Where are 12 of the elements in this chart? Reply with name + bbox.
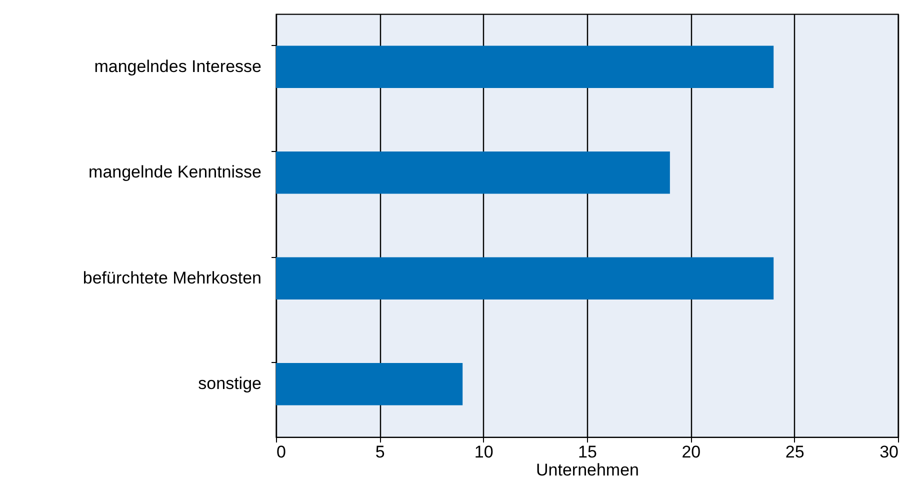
x-tick-label: 0: [276, 442, 286, 462]
y-tick-label: befürchtete Mehrkosten: [82, 268, 262, 288]
x-tick-label: 5: [375, 442, 385, 462]
x-tick-label: 25: [785, 442, 804, 462]
y-tick-label: sonstige: [198, 374, 262, 394]
x-tick-label: 30: [880, 442, 898, 462]
y-tick-label: mangelnde Kenntnisse: [88, 162, 262, 182]
x-axis-title: Unternehmen: [536, 460, 640, 480]
x-tick-label: 15: [578, 442, 597, 462]
x-tick-label: 10: [474, 442, 494, 462]
y-tick-label: mangelndes Interesse: [94, 56, 262, 76]
x-tick-label: 20: [682, 442, 701, 462]
